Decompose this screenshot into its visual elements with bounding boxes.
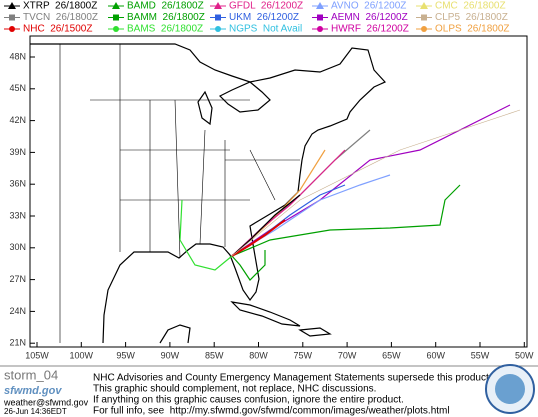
legend-marker: [9, 26, 15, 32]
map-frame: [29, 35, 528, 348]
track: [231, 219, 286, 257]
track: [231, 104, 511, 257]
track: [231, 194, 301, 257]
longitude-labels: 105W 100W 95W 90W 85W 80W 75W 70W 65W 60W 55W 50W: [25, 342, 534, 360]
longitude-label: 105W: [25, 350, 49, 360]
longitude-label: 75W: [294, 350, 313, 360]
hispaniola: [298, 327, 332, 337]
legend-marker: [113, 26, 119, 32]
longitude-label: 85W: [205, 350, 224, 360]
legend-label: AVNO 26/1200Z: [331, 1, 406, 12]
legend-label: XTRP 26/1800Z: [23, 1, 97, 12]
latitude-label: 42N: [9, 115, 26, 125]
email: weather@sfwmd.gov: [3, 397, 89, 407]
legend-label: BAMD 26/1800Z: [127, 1, 204, 12]
latitude-label: 36N: [9, 179, 26, 189]
track: [231, 109, 521, 257]
state-borders: [59, 44, 300, 343]
latitude-label: 24N: [9, 306, 26, 316]
legend-marker: [8, 2, 16, 9]
legend-marker: [316, 2, 324, 9]
logo-inner: [495, 374, 525, 404]
notice-line: NHC Advisories and County Emergency Mana…: [93, 373, 492, 384]
lake-michigan: [197, 90, 213, 126]
longitude-label: 80W: [249, 350, 268, 360]
latitude-label: 21N: [9, 338, 26, 348]
notice: NHC Advisories and County Emergency Mana…: [93, 373, 492, 417]
legend-marker: [317, 14, 323, 21]
notice-line: This graphic should complement, not repl…: [93, 384, 376, 395]
latitude-labels: 48N 45N 42N 39N 36N 33N 30N 27N 24N 21N: [9, 51, 35, 348]
legend-label: BAMM 26/1800Z: [127, 12, 205, 23]
legend-label: HWRF 26/1200Z: [331, 24, 409, 35]
latitude-label: 33N: [9, 210, 26, 220]
longitude-label: 55W: [471, 350, 490, 360]
legend-marker: [214, 2, 222, 9]
legend-marker: [215, 26, 221, 32]
legend-marker: [113, 14, 119, 21]
track: [231, 250, 266, 281]
longitude-label: 70W: [338, 350, 357, 360]
brand: sfwmd.gov: [4, 385, 62, 397]
latitude-label: 30N: [9, 242, 26, 252]
latitude-label: 48N: [9, 51, 26, 61]
model-tracks: [179, 104, 521, 281]
longitude-label: 100W: [70, 350, 94, 360]
legend-marker: [9, 14, 15, 21]
legend-label: CLP5 26/1800Z: [435, 12, 508, 23]
track: [231, 184, 461, 257]
legend-label: BAMS 26/1800Z: [127, 24, 203, 35]
latitude-label: 45N: [9, 83, 26, 93]
legend-marker: [112, 2, 120, 9]
legend-label: TVCN 26/1800Z: [23, 12, 98, 23]
latitude-label: 39N: [9, 147, 26, 157]
borders: [59, 44, 300, 343]
legend-marker: [215, 14, 221, 21]
legend-label: GFDL 26/1200Z: [229, 1, 303, 12]
longitude-label: 90W: [161, 350, 180, 360]
latitude-label: 27N: [9, 274, 26, 284]
cuba: [230, 301, 301, 327]
legend-label: AEMN 26/1200Z: [331, 12, 408, 23]
legend-marker: [421, 14, 427, 21]
notice-line: If anything on this graphic causes confu…: [93, 395, 404, 406]
longitude-label: 50W: [515, 350, 534, 360]
legend-label: NGPS Not Avail: [229, 24, 302, 35]
legend-label: OLPS 26/1800Z: [435, 24, 510, 35]
notice-line: For full info, see http://my.sfwmd.gov/s…: [93, 406, 450, 417]
legend-label: NHC 26/1500Z: [23, 24, 92, 35]
legend-marker: [420, 2, 428, 9]
longitude-label: 65W: [382, 350, 401, 360]
legend: XTRP 26/1800Z BAMD 26/1800Z GFDL 26/1200Z A…: [4, 1, 510, 35]
legend-marker: [421, 26, 427, 32]
legend-marker: [317, 26, 323, 32]
longitude-label: 60W: [426, 350, 445, 360]
legend-label: UKM 26/1200Z: [229, 12, 299, 23]
longitude-label: 95W: [116, 350, 135, 360]
yucatan: [159, 324, 191, 344]
track: [179, 199, 233, 271]
timestamp: 26-Jun 14:36EDT: [4, 407, 67, 416]
legend-label: CMC 26/1800Z: [435, 1, 506, 12]
storm-name: storm_04: [4, 367, 58, 382]
great-lakes: [218, 81, 271, 113]
